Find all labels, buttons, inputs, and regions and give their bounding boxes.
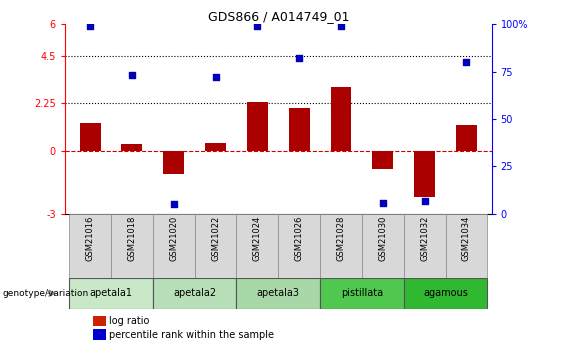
Point [420, 198, 429, 204]
Bar [456, 125, 477, 151]
Text: pistillata: pistillata [341, 288, 383, 298]
Text: GSM21030: GSM21030 [379, 216, 388, 261]
Text: GSM21024: GSM21024 [253, 216, 262, 261]
Bar [320, 214, 362, 278]
Bar [236, 278, 320, 309]
Text: GSM21028: GSM21028 [337, 216, 345, 261]
Text: apetala3: apetala3 [257, 288, 300, 298]
Point [462, 59, 471, 65]
Text: apetala2: apetala2 [173, 288, 216, 298]
Point [253, 23, 262, 29]
Text: GSM21022: GSM21022 [211, 216, 220, 261]
Bar [111, 214, 153, 278]
Bar [163, 151, 184, 174]
Text: agamous: agamous [423, 288, 468, 298]
Text: GSM21032: GSM21032 [420, 216, 429, 261]
Title: GDS866 / A014749_01: GDS866 / A014749_01 [207, 10, 349, 23]
Bar [236, 214, 279, 278]
Bar [362, 214, 404, 278]
Bar [372, 151, 393, 169]
Bar [247, 102, 268, 151]
Text: log ratio: log ratio [109, 316, 149, 326]
Bar [80, 123, 101, 151]
Text: GSM21018: GSM21018 [127, 216, 136, 261]
Point [127, 72, 136, 78]
Bar [69, 278, 153, 309]
Bar [404, 278, 488, 309]
Point [211, 75, 220, 80]
Bar [279, 214, 320, 278]
Bar [289, 108, 310, 151]
Point [169, 201, 178, 207]
Point [379, 200, 388, 205]
Text: percentile rank within the sample: percentile rank within the sample [109, 330, 274, 339]
Bar [69, 214, 111, 278]
Bar [205, 143, 226, 151]
Text: GSM21016: GSM21016 [85, 216, 94, 261]
Point [337, 23, 346, 29]
Point [85, 23, 94, 29]
Bar [446, 214, 488, 278]
Bar [194, 214, 236, 278]
Text: GSM21020: GSM21020 [169, 216, 178, 261]
Bar [153, 278, 236, 309]
Bar [404, 214, 446, 278]
Bar [153, 214, 194, 278]
Text: genotype/variation: genotype/variation [3, 289, 89, 298]
Text: apetala1: apetala1 [89, 288, 132, 298]
Bar [331, 87, 351, 151]
Bar [121, 144, 142, 151]
Bar [320, 278, 404, 309]
Point [295, 56, 304, 61]
Text: GSM21026: GSM21026 [295, 216, 303, 261]
Text: GSM21034: GSM21034 [462, 216, 471, 261]
Bar [414, 151, 435, 197]
